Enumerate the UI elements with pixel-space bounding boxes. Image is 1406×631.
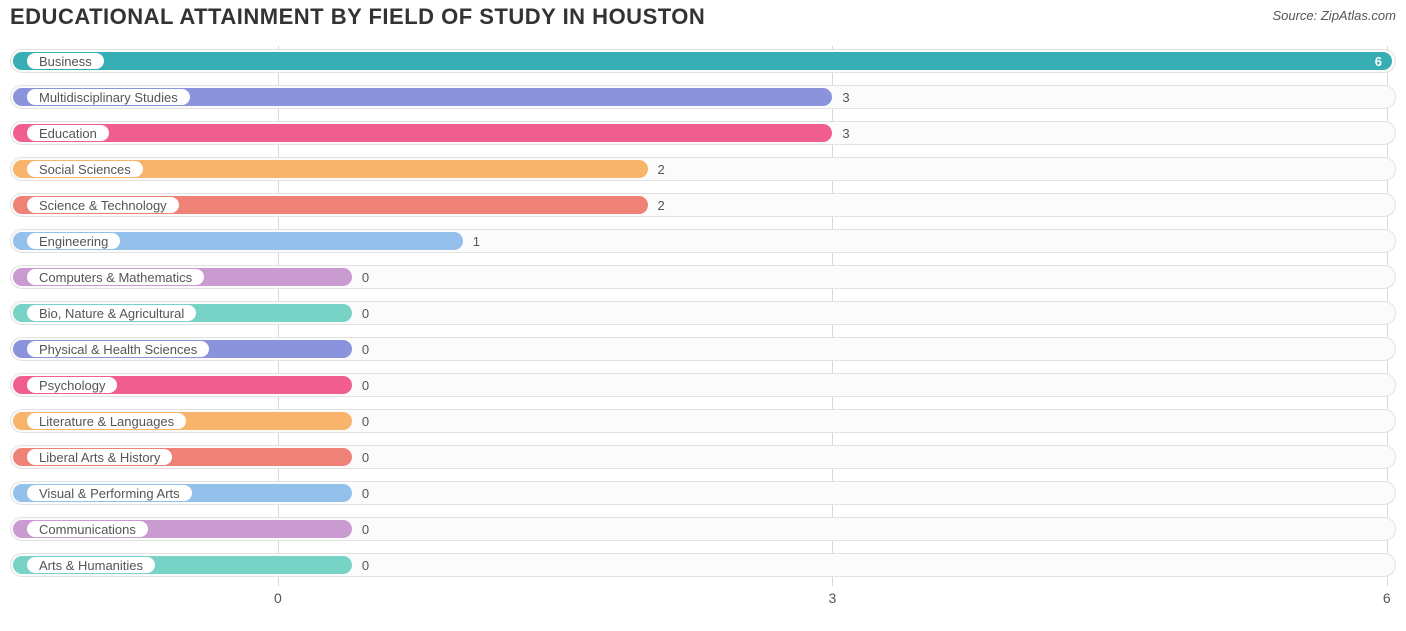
category-pill: Arts & Humanities [26, 556, 156, 574]
bar-row: Visual & Performing Arts 0 [10, 478, 1396, 508]
title-bar: EDUCATIONAL ATTAINMENT BY FIELD OF STUDY… [10, 4, 1396, 32]
source-attribution: Source: ZipAtlas.com [1272, 8, 1396, 23]
bar-value-label: 0 [362, 556, 369, 574]
chart-plot-area: Business6Multidisciplinary Studies3Educa… [10, 46, 1396, 586]
category-pill: Science & Technology [26, 196, 180, 214]
bar-row: Multidisciplinary Studies 3 [10, 82, 1396, 112]
category-pill: Visual & Performing Arts [26, 484, 193, 502]
category-pill: Education [26, 124, 110, 142]
category-pill: Liberal Arts & History [26, 448, 173, 466]
chart-title: EDUCATIONAL ATTAINMENT BY FIELD OF STUDY… [10, 4, 1396, 30]
bar-row: Education 3 [10, 118, 1396, 148]
source-value: ZipAtlas.com [1321, 8, 1396, 23]
bar-row: Business 6 [10, 46, 1396, 76]
bar-row: Physical & Health Sciences 0 [10, 334, 1396, 364]
bar-row: Arts & Humanities 0 [10, 550, 1396, 580]
bar-row: Liberal Arts & History 0 [10, 442, 1396, 472]
category-pill: Psychology [26, 376, 118, 394]
bar-value-label: 0 [362, 376, 369, 394]
x-axis: 0 3 6 [10, 590, 1396, 620]
category-pill: Social Sciences [26, 160, 144, 178]
category-pill: Physical & Health Sciences [26, 340, 210, 358]
category-pill: Computers & Mathematics [26, 268, 205, 286]
bar-value-label: 0 [362, 448, 369, 466]
x-tick-label: 3 [828, 590, 836, 606]
bar-value-label: 0 [362, 340, 369, 358]
bar-row: Bio, Nature & Agricultural 0 [10, 298, 1396, 328]
category-pill: Bio, Nature & Agricultural [26, 304, 197, 322]
bar-value-label: 2 [658, 160, 665, 178]
bar-value-label: 1 [473, 232, 480, 250]
category-pill: Engineering [26, 232, 121, 250]
bar-row: Communications 0 [10, 514, 1396, 544]
category-pill: Business [26, 52, 105, 70]
bar-value-label: 0 [362, 484, 369, 502]
bar-fill [13, 52, 1392, 70]
bar-value-label: 0 [362, 268, 369, 286]
source-label: Source: [1272, 8, 1320, 23]
bar-value-label: 0 [362, 304, 369, 322]
category-pill: Communications [26, 520, 149, 538]
chart-container: { "title": "EDUCATIONAL ATTAINMENT BY FI… [0, 0, 1406, 631]
category-pill: Literature & Languages [26, 412, 187, 430]
x-tick-label: 6 [1383, 590, 1391, 606]
bar-value-label: 2 [658, 196, 665, 214]
bar-row: Computers & Mathematics 0 [10, 262, 1396, 292]
bar-row: Social Sciences 2 [10, 154, 1396, 184]
bar-fill [13, 124, 832, 142]
bar-value-label: 3 [842, 124, 849, 142]
x-tick-label: 0 [274, 590, 282, 606]
bar-row: Psychology 0 [10, 370, 1396, 400]
bar-value-label: 6 [1375, 52, 1382, 70]
category-pill: Multidisciplinary Studies [26, 88, 191, 106]
bar-value-label: 0 [362, 520, 369, 538]
bar-row: Literature & Languages 0 [10, 406, 1396, 436]
bar-value-label: 0 [362, 412, 369, 430]
bar-row: Engineering 1 [10, 226, 1396, 256]
bar-row: Science & Technology 2 [10, 190, 1396, 220]
bar-value-label: 3 [842, 88, 849, 106]
